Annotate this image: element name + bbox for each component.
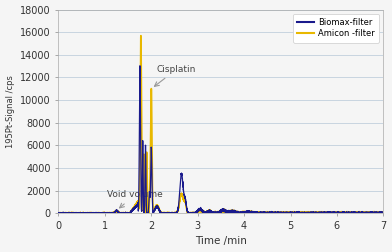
Text: Void volume: Void volume bbox=[107, 191, 163, 208]
Y-axis label: 195Pt-Signal /cps: 195Pt-Signal /cps bbox=[5, 75, 15, 148]
Legend: Biomax-filter, Amicon -filter: Biomax-filter, Amicon -filter bbox=[293, 14, 379, 43]
X-axis label: Time /min: Time /min bbox=[195, 236, 247, 246]
Text: Cisplatin: Cisplatin bbox=[154, 65, 196, 86]
